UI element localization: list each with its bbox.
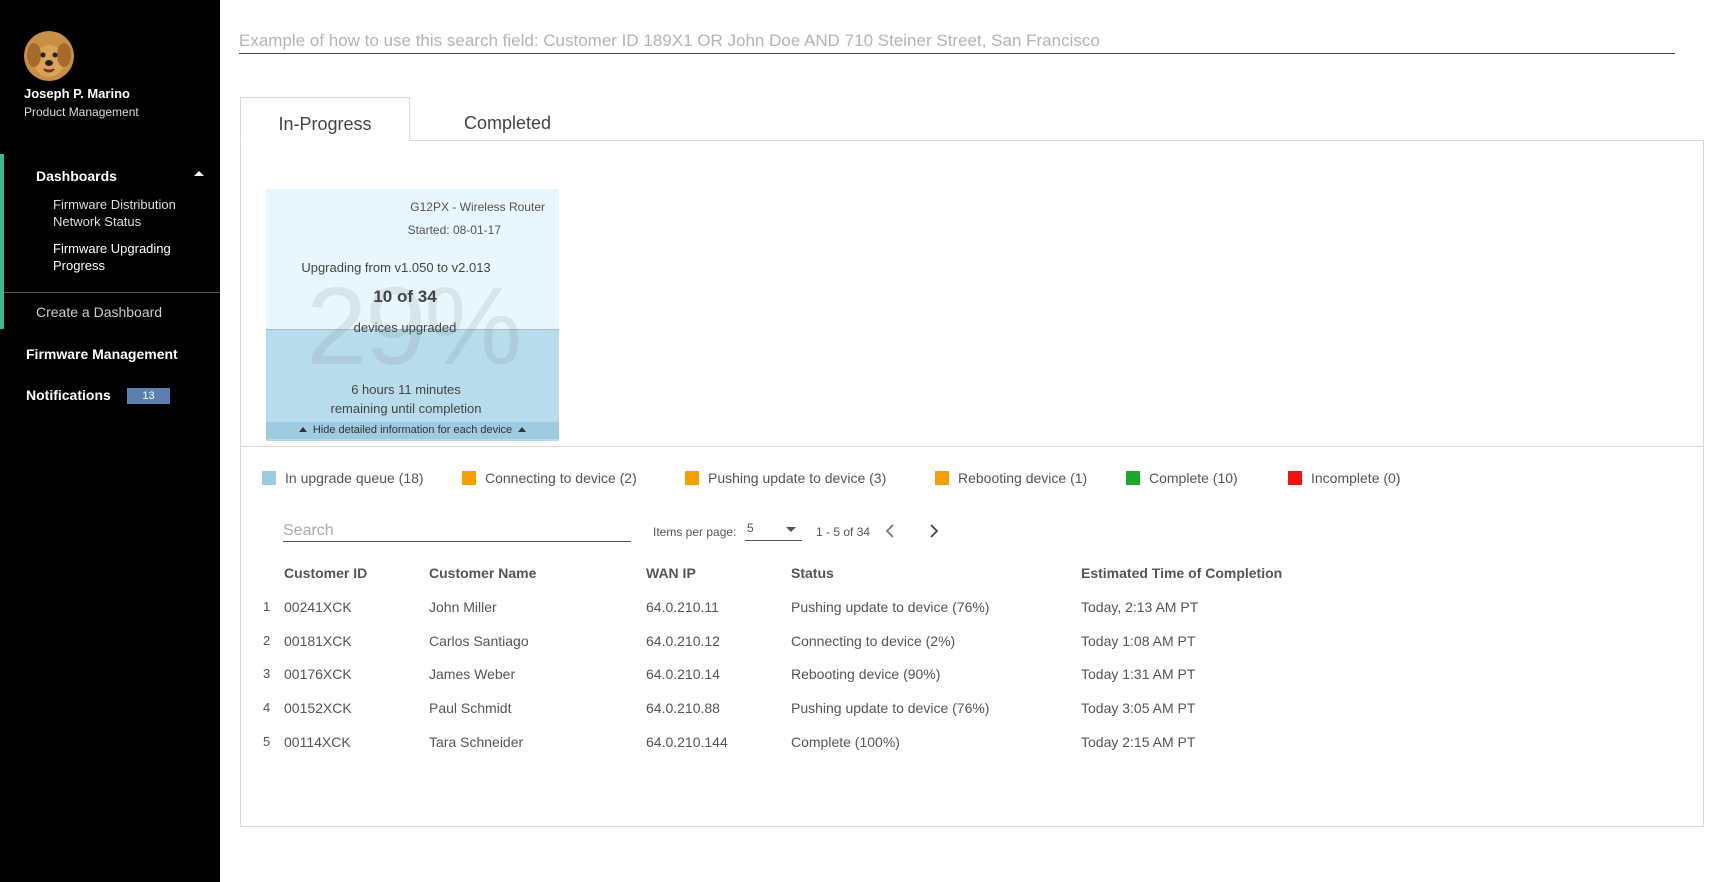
customer-id-cell: 00181XCK xyxy=(284,633,352,649)
eta-cell: Today 3:05 AM PT xyxy=(1081,700,1196,716)
eta-cell: Today 2:15 AM PT xyxy=(1081,734,1196,750)
legend-swatch-rebooting xyxy=(935,471,949,485)
legend-label: Complete (10) xyxy=(1149,470,1238,486)
row-index: 3 xyxy=(263,666,271,681)
status-cell: Connecting to device (2%) xyxy=(791,633,956,649)
row-index: 4 xyxy=(263,700,271,715)
status-cell: Complete (100%) xyxy=(791,734,900,750)
legend-label: Incomplete (0) xyxy=(1311,470,1401,486)
tab-completed[interactable]: Completed xyxy=(463,113,552,133)
legend-swatch-queue xyxy=(262,471,276,485)
sidebar-item-notifications[interactable]: Notifications xyxy=(26,387,111,403)
progress-card: 29% G12PX - Wireless Router Started: 08-… xyxy=(266,189,559,441)
eta-cell: Today, 2:13 AM PT xyxy=(1081,599,1199,615)
wan-ip-cell: 64.0.210.11 xyxy=(646,599,719,615)
previous-page-button[interactable] xyxy=(882,522,900,540)
legend-label: Rebooting device (1) xyxy=(958,470,1088,486)
row-index: 2 xyxy=(263,633,271,648)
legend-item-pushing: Pushing update to device (3) xyxy=(685,470,886,486)
column-header-status[interactable]: Status xyxy=(791,565,834,581)
customer-id-cell: 00114XCK xyxy=(284,734,351,750)
items-per-page-value: 5 xyxy=(747,521,754,535)
row-index: 5 xyxy=(263,734,271,749)
started-date: Started: 08-01-17 xyxy=(407,223,501,237)
customer-name-cell: Paul Schmidt xyxy=(429,700,512,716)
chevron-right-icon xyxy=(930,524,939,538)
dashboards-group: Dashboards Firmware Distribution Network… xyxy=(0,154,220,329)
chevron-left-icon xyxy=(885,524,894,538)
items-per-page-select[interactable]: 5 xyxy=(745,521,802,541)
legend-label: In upgrade queue (18) xyxy=(285,470,424,486)
legend-label: Pushing update to device (3) xyxy=(708,470,887,486)
legend-swatch-pushing xyxy=(685,471,699,485)
wan-ip-cell: 64.0.210.14 xyxy=(646,666,720,682)
customer-id-cell: 00152XCK xyxy=(284,700,352,716)
hide-details-button[interactable]: Hide detailed information for each devic… xyxy=(266,422,559,439)
wan-ip-cell: 64.0.210.12 xyxy=(646,633,720,649)
sidebar-item-create-dashboard[interactable]: Create a Dashboard xyxy=(36,304,163,320)
legend-item-rebooting: Rebooting device (1) xyxy=(935,470,1087,486)
time-remaining-label: remaining until completion xyxy=(330,401,482,416)
legend-item-connecting: Connecting to device (2) xyxy=(462,470,637,486)
upgrade-versions: Upgrading from v1.050 to v2.013 xyxy=(301,260,491,275)
user-role: Product Management xyxy=(24,105,139,119)
user-name: Joseph P. Marino xyxy=(24,86,130,101)
customer-id-cell: 00241XCK xyxy=(284,599,352,615)
next-page-button[interactable] xyxy=(925,522,943,540)
legend-item-incomplete: Incomplete (0) xyxy=(1288,470,1400,486)
triangle-up-icon xyxy=(518,427,527,432)
legend-label: Connecting to device (2) xyxy=(485,470,637,486)
legend-swatch-connecting xyxy=(462,471,476,485)
sidebar: Joseph P. Marino Product Management Dash… xyxy=(0,0,220,882)
row-index: 1 xyxy=(263,599,271,614)
time-remaining-value: 6 hours 11 minutes xyxy=(351,382,461,397)
sidebar-item-firmware-distribution[interactable]: Firmware Distribution Network Status xyxy=(53,197,176,229)
sidebar-item-dashboards[interactable]: Dashboards xyxy=(36,168,117,184)
eta-cell: Today 1:31 AM PT xyxy=(1081,666,1196,682)
wan-ip-cell: 64.0.210.144 xyxy=(646,734,728,750)
upgrade-count: 10 of 34 xyxy=(373,287,437,306)
legend-swatch-complete xyxy=(1126,471,1140,485)
search-input[interactable] xyxy=(239,28,1675,54)
customer-name-cell: Tara Schneider xyxy=(429,734,524,750)
status-cell: Pushing update to device (76%) xyxy=(791,700,990,716)
column-header-wan-ip[interactable]: WAN IP xyxy=(646,565,696,581)
device-model: G12PX - Wireless Router xyxy=(410,200,545,214)
chevron-down-icon xyxy=(786,527,796,532)
column-header-customer-id[interactable]: Customer ID xyxy=(284,565,368,581)
items-per-page-label: Items per page: xyxy=(653,525,737,539)
eta-cell: Today 1:08 AM PT xyxy=(1081,633,1196,649)
tab-in-progress[interactable]: In-Progress xyxy=(240,97,410,141)
customer-name-cell: John Miller xyxy=(429,599,497,615)
collapse-caret-icon[interactable] xyxy=(194,171,204,176)
legend-swatch-incomplete xyxy=(1288,471,1302,485)
tab-panel xyxy=(240,140,1704,827)
customer-id-cell: 00176XCK xyxy=(284,666,352,682)
customer-name-cell: James Weber xyxy=(429,666,516,682)
triangle-up-icon xyxy=(298,427,307,432)
wan-ip-cell: 64.0.210.88 xyxy=(646,700,720,716)
notifications-count-badge: 13 xyxy=(127,388,170,404)
sidebar-divider xyxy=(4,292,220,293)
upgrade-count-label: devices upgraded xyxy=(353,320,457,335)
progress-percent-watermark: 29% xyxy=(306,265,522,388)
table-search-input[interactable] xyxy=(283,520,631,542)
legend-item-queue: In upgrade queue (18) xyxy=(262,470,424,486)
sidebar-item-firmware-management[interactable]: Firmware Management xyxy=(26,346,178,362)
column-header-customer-name[interactable]: Customer Name xyxy=(429,565,537,581)
status-cell: Pushing update to device (76%) xyxy=(791,599,990,615)
hide-details-label: Hide detailed information for each devic… xyxy=(312,424,513,436)
avatar[interactable] xyxy=(24,31,74,81)
pagination-range: 1 - 5 of 34 xyxy=(816,525,871,539)
panel-divider xyxy=(241,446,1703,447)
customer-name-cell: Carlos Santiago xyxy=(429,633,529,649)
column-header-eta[interactable]: Estimated Time of Completion xyxy=(1081,565,1283,581)
legend-item-complete: Complete (10) xyxy=(1126,470,1238,486)
status-cell: Rebooting device (90%) xyxy=(791,666,941,682)
sidebar-item-firmware-upgrading[interactable]: Firmware Upgrading Progress xyxy=(53,241,171,273)
time-remaining: 6 hours 11 minutes remaining until compl… xyxy=(266,380,546,418)
